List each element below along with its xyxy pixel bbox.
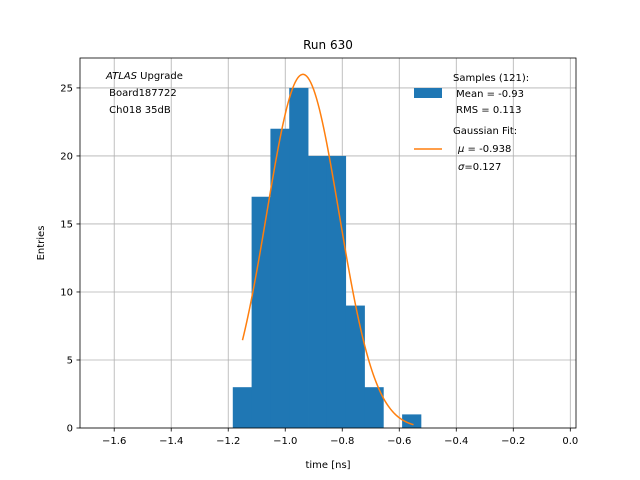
- gaussian-fit: [241, 73, 414, 426]
- legend-sigma-value: =0.127: [464, 162, 501, 173]
- histogram-bar-0: [232, 387, 253, 428]
- legend-samples-line-2: Mean = -0.93: [453, 89, 524, 100]
- legend-samples-patch: [414, 88, 442, 98]
- legend-mu-symbol: μ: [457, 144, 464, 155]
- annotation-atlas: ATLAS: [105, 71, 138, 82]
- x-axis-label: time [ns]: [305, 460, 350, 471]
- histogram-bar-6: [345, 305, 365, 428]
- x-axis-ticks: −1.6 −1.4 −1.2 −1.0 −0.8 −0.6 −0.4 −0.2 0.0: [102, 428, 578, 447]
- histogram-bars: [232, 87, 422, 429]
- y-tick-label-2: 10: [60, 287, 73, 298]
- x-tick-label-0: −1.6: [102, 436, 126, 447]
- legend-fit-line-2: μ = -0.938: [457, 144, 511, 155]
- histogram-bar-7: [364, 387, 384, 428]
- y-tick-label-4: 20: [60, 151, 73, 162]
- legend-samples-line-1: Samples (121):: [453, 73, 529, 84]
- y-tick-label-1: 5: [67, 355, 73, 366]
- x-tick-label-5: −0.6: [387, 436, 411, 447]
- histogram-bar-9: [402, 414, 422, 428]
- legend-fit-line-3: σ=0.127: [458, 162, 501, 173]
- x-tick-label-4: −0.8: [330, 436, 354, 447]
- plot-frame: [79, 57, 577, 429]
- y-tick-label-5: 25: [60, 83, 73, 94]
- legend-mu-value: = -0.938: [464, 144, 511, 155]
- y-tick-label-0: 0: [67, 424, 73, 435]
- histogram-bar-1: [251, 196, 271, 428]
- annotation-line-3: Ch018 35dB: [106, 105, 171, 116]
- legend: Samples (121): Mean = -0.93 RMS = 0.113 …: [414, 73, 529, 173]
- x-tick-label-1: −1.4: [159, 436, 183, 447]
- fit-curve: [241, 73, 414, 426]
- annotation-line-2: Board187722: [106, 88, 177, 99]
- y-axis-label: Entries: [36, 226, 47, 261]
- y-axis-ticks: 0 5 10 15 20 25: [60, 83, 80, 435]
- atlas-annotation: ATLAS Upgrade Board187722 Ch018 35dB: [105, 71, 183, 116]
- legend-sigma-symbol: σ: [458, 162, 465, 173]
- annotation-upgrade: Upgrade: [137, 71, 183, 82]
- y-tick-label-3: 15: [60, 219, 73, 230]
- annotation-line-1: ATLAS Upgrade: [105, 71, 183, 82]
- histogram-bar-4: [308, 155, 328, 429]
- x-tick-label-6: −0.4: [444, 436, 468, 447]
- histogram-bar-3: [289, 87, 309, 429]
- x-tick-label-8: 0.0: [562, 436, 578, 447]
- x-tick-label-2: −1.2: [216, 436, 240, 447]
- legend-fit-line-1: Gaussian Fit:: [453, 126, 517, 137]
- chart-title: Run 630: [303, 38, 353, 52]
- legend-samples-line-3: RMS = 0.113: [453, 105, 521, 116]
- x-tick-label-3: −1.0: [273, 436, 297, 447]
- x-tick-label-7: −0.2: [501, 436, 525, 447]
- histogram-bar-2: [270, 128, 290, 428]
